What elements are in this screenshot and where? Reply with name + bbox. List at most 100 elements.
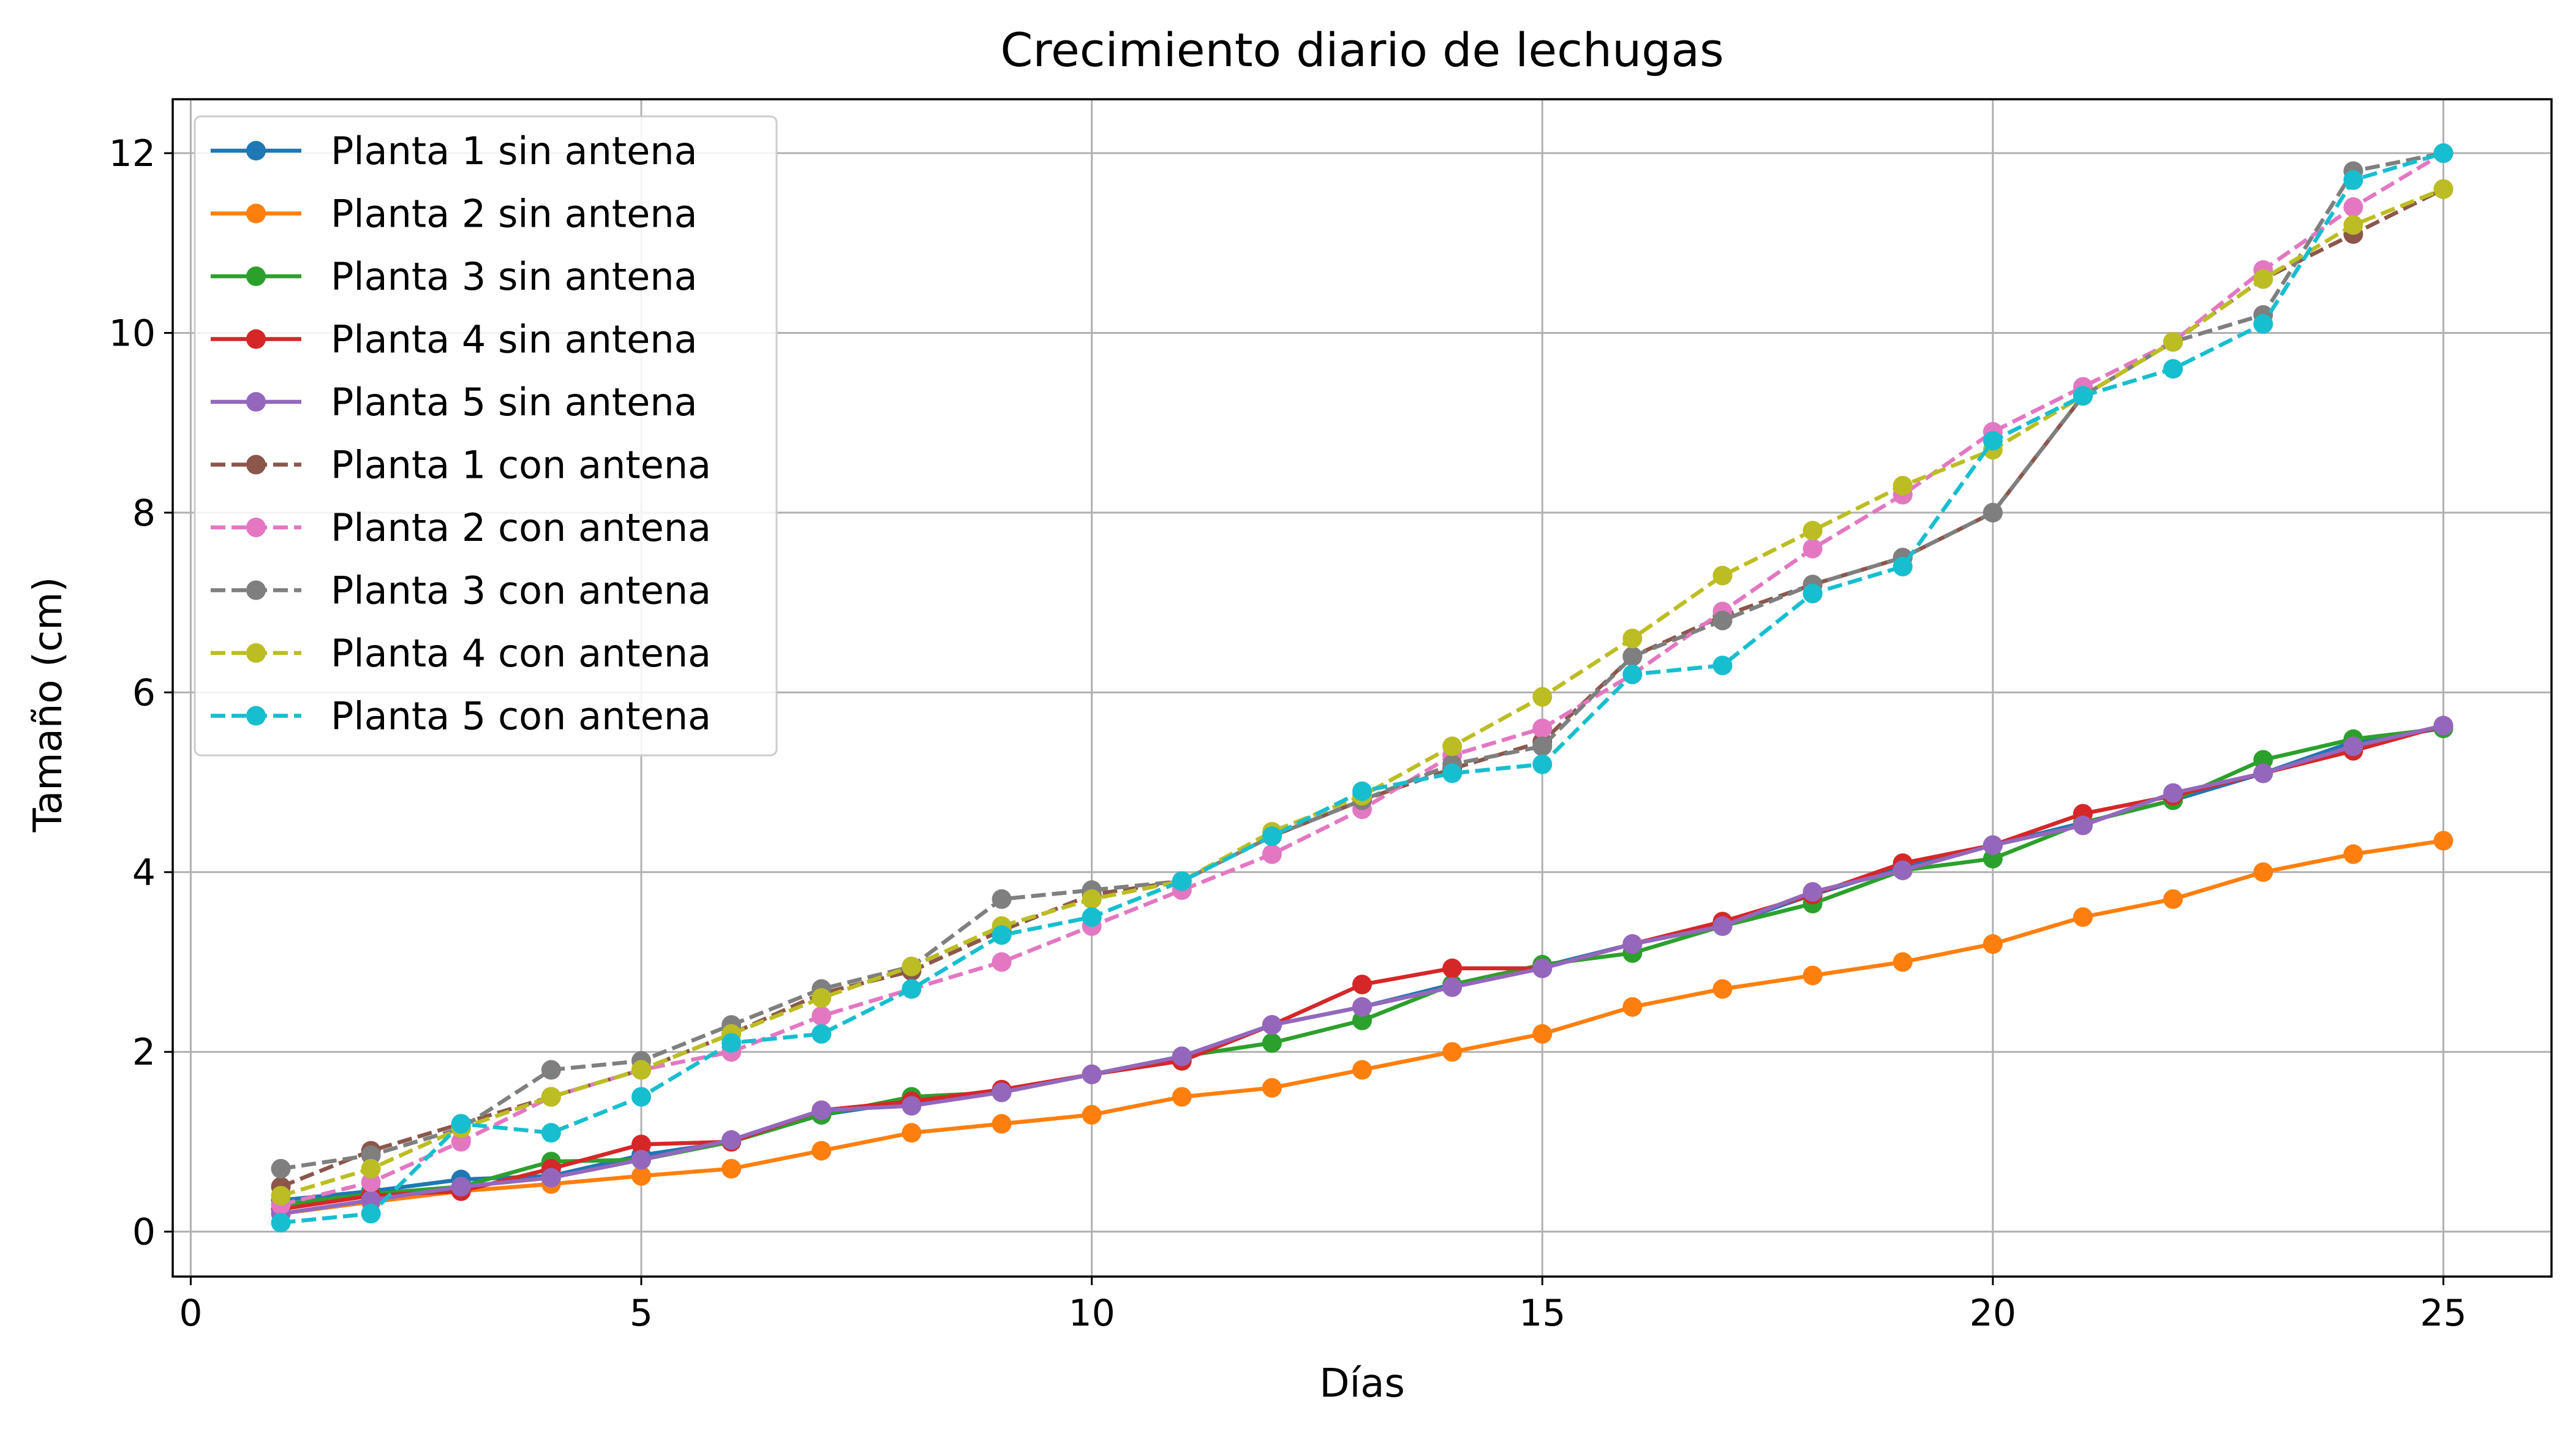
data-point: [1983, 835, 2003, 855]
legend-item: Planta 4 con antena: [211, 631, 711, 676]
data-point: [541, 1087, 561, 1107]
data-point: [271, 1212, 291, 1232]
data-point: [1712, 979, 1733, 999]
data-point: [902, 1096, 922, 1116]
data-point: [1172, 871, 1192, 891]
data-point: [1532, 754, 1553, 774]
data-point: [1532, 1024, 1553, 1044]
data-point: [1352, 975, 1372, 995]
data-point: [1442, 763, 1463, 783]
data-point: [1262, 826, 1282, 847]
data-point: [2343, 215, 2363, 235]
legend-label: Planta 4 con antena: [331, 631, 711, 676]
data-point: [2073, 815, 2093, 836]
data-point: [271, 1158, 291, 1179]
data-point: [1532, 719, 1553, 739]
data-point: [1622, 997, 1643, 1017]
legend-label: Planta 2 con antena: [331, 505, 711, 550]
data-point: [1352, 1010, 1372, 1030]
legend-item: Planta 3 con antena: [211, 568, 711, 613]
x-tick-label: 25: [2420, 1292, 2466, 1335]
x-tick-label: 10: [1068, 1292, 1115, 1335]
data-point: [2163, 332, 2183, 352]
data-point: [1442, 977, 1463, 997]
data-point: [902, 956, 922, 976]
data-point: [2433, 715, 2454, 736]
legend-marker: [246, 643, 266, 663]
data-point: [1442, 1042, 1463, 1062]
legend-item: Planta 2 sin antena: [211, 192, 698, 236]
legend-label: Planta 5 sin antena: [331, 380, 698, 425]
data-point: [992, 1082, 1012, 1103]
data-point: [2433, 143, 2454, 164]
legend-item: Planta 2 con antena: [211, 505, 711, 550]
data-point: [1712, 565, 1733, 586]
legend-marker: [246, 141, 266, 160]
data-point: [451, 1131, 471, 1152]
data-point: [1172, 1087, 1192, 1107]
data-point: [1892, 860, 1913, 880]
data-point: [2073, 907, 2093, 927]
data-point: [631, 1150, 652, 1170]
data-point: [1802, 882, 1823, 902]
data-point: [451, 1177, 471, 1197]
data-point: [2343, 844, 2363, 864]
data-point: [992, 1114, 1012, 1134]
data-point: [1352, 1060, 1372, 1080]
legend-marker: [246, 392, 266, 412]
data-point: [1622, 934, 1643, 954]
data-point: [2433, 179, 2454, 199]
legend-item: Planta 1 con antena: [211, 443, 711, 488]
legend-label: Planta 1 con antena: [331, 443, 711, 488]
legend-label: Planta 1 sin antena: [331, 129, 698, 173]
y-tick-label: 12: [109, 132, 156, 175]
data-point: [902, 979, 922, 999]
legend-marker: [246, 203, 266, 224]
data-point: [1892, 952, 1913, 972]
data-point: [2073, 386, 2093, 406]
data-point: [541, 1123, 561, 1143]
legend-item: Planta 1 sin antena: [211, 129, 698, 173]
data-point: [1442, 736, 1463, 757]
data-point: [1352, 997, 1372, 1017]
data-point: [1082, 1104, 1102, 1125]
data-point: [361, 1158, 381, 1179]
data-point: [1983, 848, 2003, 869]
data-point: [1802, 538, 1823, 559]
y-tick-label: 10: [109, 312, 156, 355]
data-point: [1082, 1064, 1102, 1084]
data-point: [541, 1168, 561, 1188]
y-tick-label: 2: [132, 1031, 156, 1074]
data-point: [631, 1166, 652, 1186]
data-point: [1983, 502, 2003, 523]
legend-label: Planta 2 sin antena: [331, 192, 698, 236]
data-point: [721, 1033, 742, 1053]
legend-marker: [246, 580, 266, 600]
x-tick-label: 5: [630, 1292, 653, 1335]
data-point: [1532, 687, 1553, 707]
series-10: [271, 143, 2454, 1232]
data-point: [2343, 197, 2363, 217]
legend-item: Planta 5 sin antena: [211, 380, 698, 425]
data-point: [631, 1134, 652, 1155]
data-point: [451, 1114, 471, 1134]
data-point: [992, 925, 1012, 945]
data-point: [1352, 781, 1372, 801]
data-point: [2253, 763, 2273, 783]
data-point: [721, 1130, 742, 1150]
legend-marker: [246, 455, 266, 475]
legend-label: Planta 3 con antena: [331, 568, 711, 613]
legend-label: Planta 5 con antena: [331, 694, 711, 739]
data-point: [361, 1145, 381, 1165]
chart-title: Crecimiento diario de lechugas: [1000, 23, 1723, 77]
x-tick-label: 15: [1519, 1292, 1565, 1335]
y-tick-label: 4: [132, 851, 156, 894]
data-point: [1262, 1077, 1282, 1098]
data-point: [1082, 907, 1102, 927]
legend-marker: [246, 266, 266, 286]
data-point: [1622, 646, 1643, 666]
data-point: [1532, 958, 1553, 978]
data-point: [812, 1100, 832, 1120]
legend-box: [194, 115, 778, 757]
